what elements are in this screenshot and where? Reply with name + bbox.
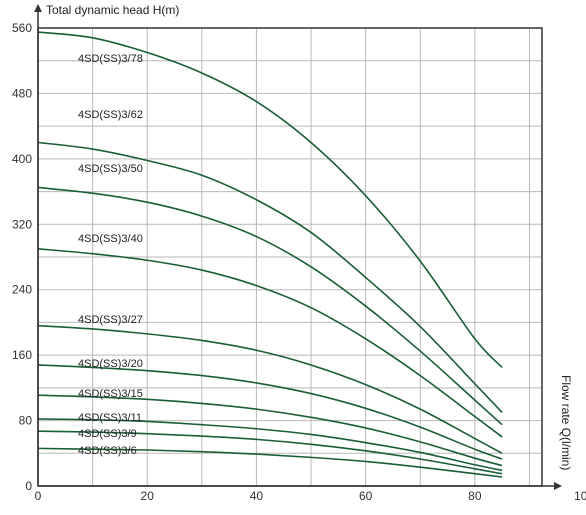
series-line <box>37 248 503 438</box>
x-axis-title: Flow rate Q(l/min) <box>559 375 573 470</box>
x-tick-label: 20 <box>141 489 155 503</box>
x-tick-label: 0 <box>35 489 42 503</box>
axes <box>34 4 562 490</box>
y-tick-label: 400 <box>12 152 32 166</box>
x-tick-label: 60 <box>359 489 373 503</box>
y-axis-title: Total dynamic head H(m) <box>46 3 179 17</box>
series-label: 4SD(SS)3/40 <box>78 233 143 245</box>
series-line <box>37 418 503 472</box>
series-line <box>37 394 503 467</box>
series-label: 4SD(SS)3/20 <box>78 358 143 370</box>
series-label: 4SD(SS)3/6 <box>78 445 137 457</box>
series-label: 4SD(SS)3/50 <box>78 163 143 175</box>
series-labels: 4SD(SS)3/78 4SD(SS)3/62 4SD(SS)3/50 4SD(SS)… <box>78 53 143 457</box>
y-tick-label: 80 <box>19 414 33 428</box>
series-line <box>37 141 503 413</box>
y-tick-label: 0 <box>25 479 32 493</box>
series-label: 4SD(SS)3/9 <box>78 428 137 440</box>
series-line <box>37 31 503 368</box>
series-label: 4SD(SS)3/27 <box>78 314 143 326</box>
y-axis-arrow <box>34 4 42 12</box>
y-tick-label: 560 <box>12 21 32 35</box>
x-tick-label: 40 <box>250 489 264 503</box>
series-label: 4SD(SS)3/15 <box>78 388 143 400</box>
series-line <box>37 430 503 475</box>
y-tick-label: 160 <box>12 348 32 362</box>
series-label: 4SD(SS)3/78 <box>78 53 143 65</box>
x-tick-label: 80 <box>468 489 482 503</box>
series-line <box>37 364 503 460</box>
curves <box>37 31 503 478</box>
y-tick-label: 480 <box>12 86 32 100</box>
tick-labels: 0 20 40 60 80 100 0 80 160 240 320 400 480 560 <box>12 21 586 503</box>
x-tick-label: 100 <box>574 489 586 503</box>
series-label: 4SD(SS)3/62 <box>78 109 143 121</box>
series-line <box>37 447 503 478</box>
series-line <box>37 186 503 426</box>
series-label: 4SD(SS)3/11 <box>78 412 142 424</box>
series-line <box>37 324 503 454</box>
y-tick-label: 240 <box>12 283 32 297</box>
x-axis-arrow <box>554 482 562 490</box>
y-tick-label: 320 <box>12 217 32 231</box>
